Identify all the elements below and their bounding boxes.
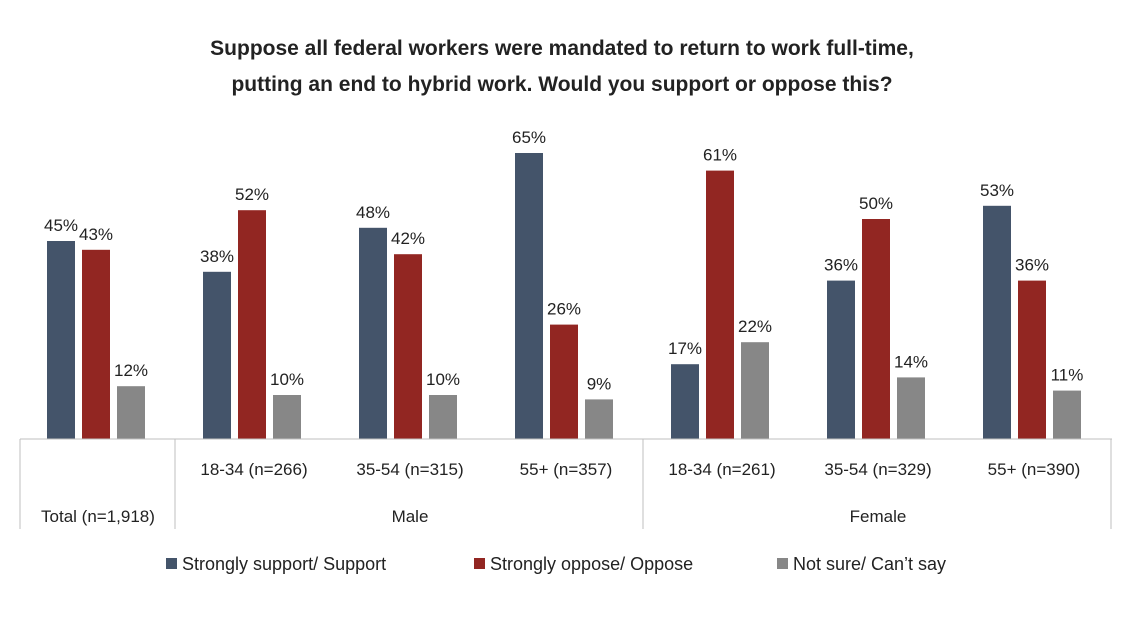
category-label-5: 18-34 (n=261) bbox=[668, 460, 775, 479]
bar-1-cat-3 bbox=[359, 227, 387, 439]
category-axis: Total (n=1,918) 18-34 (n=266) 35-54 (n=315… bbox=[19, 438, 1112, 529]
bar-1-cat-7 bbox=[983, 205, 1011, 439]
legend-swatch-3 bbox=[777, 558, 788, 569]
data-label-2-cat-2: 52% bbox=[235, 185, 269, 204]
bar-3-cat-5 bbox=[741, 342, 769, 439]
data-label-3-cat-4: 9% bbox=[587, 374, 612, 393]
group-label-female: Female bbox=[850, 507, 907, 526]
bar-1-cat-6 bbox=[827, 280, 855, 439]
data-label-2-cat-7: 36% bbox=[1015, 256, 1049, 275]
category-label-1: Total (n=1,918) bbox=[41, 507, 155, 526]
legend-swatch-1 bbox=[166, 558, 177, 569]
data-label-3-cat-2: 10% bbox=[270, 370, 304, 389]
data-label-2-cat-6: 50% bbox=[859, 194, 893, 213]
data-label-1-cat-4: 65% bbox=[512, 128, 546, 147]
chart-title-line-2: putting an end to hybrid work. Would you… bbox=[231, 73, 892, 96]
category-label-6: 35-54 (n=329) bbox=[824, 460, 931, 479]
bar-2-cat-4 bbox=[550, 324, 578, 439]
data-label-2-cat-1: 43% bbox=[79, 225, 113, 244]
category-label-2: 18-34 (n=266) bbox=[200, 460, 307, 479]
bar-3-cat-4 bbox=[585, 399, 613, 439]
legend: Strongly support/ Support Strongly oppose… bbox=[166, 554, 946, 574]
data-label-1-cat-3: 48% bbox=[356, 203, 390, 222]
bar-3-cat-6 bbox=[897, 377, 925, 439]
data-label-1-cat-7: 53% bbox=[980, 181, 1014, 200]
data-label-3-cat-7: 11% bbox=[1051, 366, 1084, 385]
legend-label-3: Not sure/ Can’t say bbox=[793, 554, 946, 574]
bar-1-cat-4 bbox=[515, 153, 543, 439]
bar-2-cat-3 bbox=[394, 254, 422, 439]
data-label-3-cat-3: 10% bbox=[426, 370, 460, 389]
bar-3-cat-1 bbox=[117, 386, 145, 439]
data-label-2-cat-3: 42% bbox=[391, 229, 425, 248]
category-label-3: 35-54 (n=315) bbox=[356, 460, 463, 479]
data-label-2-cat-4: 26% bbox=[547, 300, 581, 319]
legend-label-2: Strongly oppose/ Oppose bbox=[490, 554, 693, 574]
category-label-7: 55+ (n=390) bbox=[988, 460, 1081, 479]
data-label-1-cat-5: 17% bbox=[668, 339, 702, 358]
bar-3-cat-2 bbox=[273, 395, 301, 439]
bar-2-cat-6 bbox=[862, 219, 890, 439]
bar-3-cat-3 bbox=[429, 395, 457, 439]
data-label-1-cat-1: 45% bbox=[44, 216, 78, 235]
bar-2-cat-5 bbox=[706, 170, 734, 439]
data-label-3-cat-6: 14% bbox=[894, 352, 928, 371]
data-labels-layer: 45% 43% 12% 38% 52% 10% 48%42% 10% 65% 26% 9% 17% 61… bbox=[44, 128, 1083, 393]
chart-title-line-1: Suppose all federal workers were mandate… bbox=[210, 37, 914, 60]
bar-1-cat-5 bbox=[671, 364, 699, 439]
data-label-3-cat-1: 12% bbox=[114, 361, 148, 380]
legend-label-1: Strongly support/ Support bbox=[182, 554, 386, 574]
data-label-1-cat-6: 36% bbox=[824, 256, 858, 275]
bar-1-cat-2 bbox=[203, 271, 231, 439]
legend-swatch-2 bbox=[474, 558, 485, 569]
category-label-4: 55+ (n=357) bbox=[520, 460, 613, 479]
data-label-3-cat-5: 22% bbox=[738, 317, 772, 336]
bar-2-cat-2 bbox=[238, 210, 266, 439]
group-label-male: Male bbox=[392, 507, 429, 526]
bar-3-cat-7 bbox=[1053, 390, 1081, 439]
data-label-1-cat-2: 38% bbox=[200, 247, 234, 266]
bars-layer bbox=[47, 153, 1081, 439]
bar-2-cat-7 bbox=[1018, 280, 1046, 439]
bar-1-cat-1 bbox=[47, 241, 75, 439]
chart-title: Suppose all federal workers were mandate… bbox=[210, 37, 914, 96]
bar-2-cat-1 bbox=[82, 249, 110, 439]
data-label-2-cat-5: 61% bbox=[703, 146, 737, 165]
